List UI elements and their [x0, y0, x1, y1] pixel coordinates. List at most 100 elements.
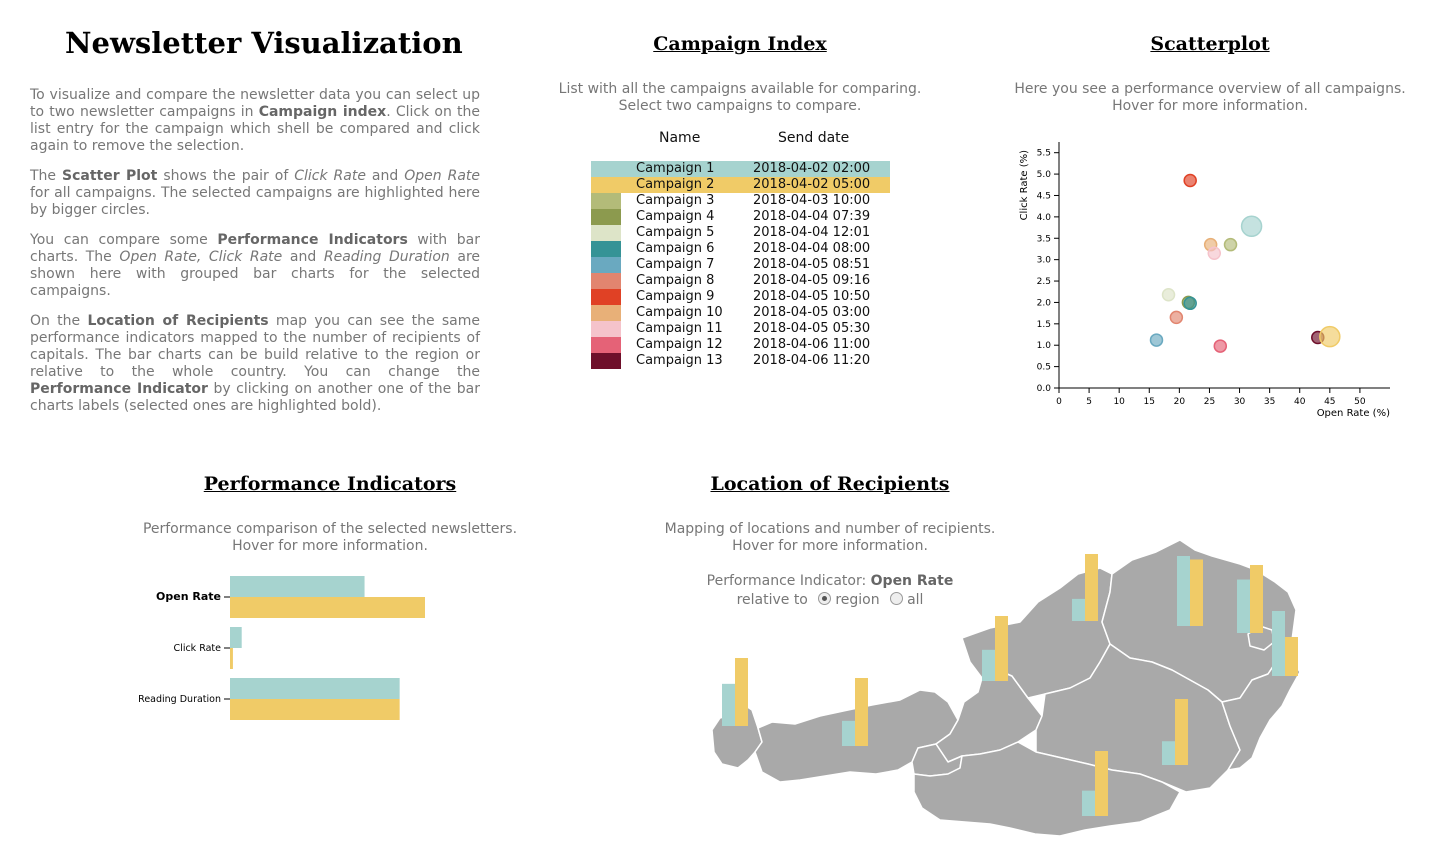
radio-region[interactable]: [818, 592, 832, 605]
x-tick-label: 40: [1294, 397, 1306, 407]
perf-category-label[interactable]: Open Rate: [156, 590, 221, 603]
campaign-color-swatch: [591, 257, 621, 273]
radio-all[interactable]: [890, 592, 904, 605]
campaign-list-item[interactable]: Campaign 2 2018-04-02 05:00: [591, 177, 891, 193]
campaign-list-item[interactable]: Campaign 5 2018-04-04 12:01: [591, 225, 891, 241]
campaign-index-title: Campaign Index: [653, 33, 827, 55]
x-tick-label: 25: [1204, 397, 1215, 407]
relative-to-line: relative to region all: [630, 591, 1030, 610]
scatter-point[interactable]: [1223, 237, 1238, 252]
campaign-list-item[interactable]: Campaign 13 2018-04-06 11:20: [591, 353, 891, 369]
map-bar[interactable]: [1177, 556, 1190, 626]
map-bar[interactable]: [1285, 637, 1298, 676]
map-bar[interactable]: [982, 649, 995, 681]
x-tick-label: 0: [1056, 397, 1062, 407]
radio-region-label[interactable]: region: [835, 592, 880, 608]
campaign-list-item[interactable]: Campaign 6 2018-04-04 08:00: [591, 241, 891, 257]
map-bar[interactable]: [855, 678, 868, 746]
map-bar[interactable]: [1082, 790, 1095, 816]
scatter-point[interactable]: [1207, 246, 1222, 260]
campaign-send-date: 2018-04-05 08:51: [753, 257, 871, 272]
campaign-send-date: 2018-04-05 10:50: [753, 289, 871, 304]
map-bar[interactable]: [1085, 554, 1098, 621]
intro-text: To visualize and compare the newsletter …: [30, 87, 480, 428]
perf-category-label[interactable]: Click Rate: [174, 643, 222, 654]
scatter-point[interactable]: [1183, 296, 1197, 311]
x-tick-label: 35: [1264, 397, 1275, 407]
y-tick-label: 5.0: [1037, 170, 1052, 180]
scatter-point[interactable]: [1319, 325, 1341, 348]
campaign-list-item[interactable]: Campaign 8 2018-04-05 09:16: [591, 273, 891, 289]
campaign-name: Campaign 4: [636, 209, 715, 224]
campaign-name: Campaign 1: [636, 161, 715, 176]
campaign-list-item[interactable]: Campaign 12 2018-04-06 11:00: [591, 337, 891, 353]
map-bar[interactable]: [735, 658, 748, 726]
scatterplot-chart: 0 5 10 15 20 25 30 35 40 45 50 0.0 0.5 1.0 1.5 2.0 2.5 3.…: [1019, 142, 1390, 419]
campaign-list-item[interactable]: Campaign 1 2018-04-02 02:00: [591, 161, 891, 177]
y-axis-label: Click Rate (%): [1019, 150, 1030, 221]
radio-all-label[interactable]: all: [907, 592, 924, 608]
perf-bar[interactable]: [230, 597, 425, 618]
x-tick-label: 10: [1113, 397, 1125, 407]
campaign-color-swatch: [591, 225, 621, 241]
campaign-send-date: 2018-04-06 11:00: [753, 337, 871, 352]
campaign-list-item[interactable]: Campaign 4 2018-04-04 07:39: [591, 209, 891, 225]
map-controls: Performance Indicator: Open Rate relativ…: [630, 572, 1030, 610]
y-tick-label: 2.0: [1037, 298, 1052, 308]
campaign-list-item[interactable]: Campaign 10 2018-04-05 03:00: [591, 305, 891, 321]
perf-category-label[interactable]: Reading Duration: [138, 694, 221, 705]
scatter-point[interactable]: [1149, 333, 1164, 347]
scatter-point[interactable]: [1183, 173, 1197, 188]
campaign-index-desc-line-2: Select two campaigns to compare.: [618, 98, 862, 114]
perf-bar[interactable]: [230, 678, 400, 699]
map-bar[interactable]: [1272, 611, 1285, 676]
performance-desc-line-2: Hover for more information.: [232, 538, 428, 554]
campaign-name: Campaign 3: [636, 193, 715, 208]
location-desc-line-1: Mapping of locations and number of recip…: [664, 521, 996, 537]
campaign-list-item[interactable]: Campaign 9 2018-04-05 10:50: [591, 289, 891, 305]
campaign-send-date: 2018-04-02 05:00: [753, 177, 871, 192]
austria-map: [711, 539, 1301, 837]
map-bar[interactable]: [995, 616, 1008, 681]
campaign-name: Campaign 10: [636, 305, 723, 320]
intro-paragraph-4: On the Location of Recipients map you ca…: [30, 313, 480, 414]
map-region-carinthia[interactable]: [913, 741, 1181, 837]
campaign-list-item[interactable]: Campaign 7 2018-04-05 08:51: [591, 257, 891, 273]
intro-paragraph-1: To visualize and compare the newsletter …: [30, 87, 480, 154]
map-bar[interactable]: [1250, 567, 1263, 633]
y-tick-label: 2.5: [1037, 277, 1051, 287]
campaign-color-swatch: [591, 241, 621, 257]
campaign-send-date: 2018-04-03 10:00: [753, 193, 871, 208]
campaign-name: Campaign 13: [636, 353, 723, 368]
perf-bar[interactable]: [230, 699, 400, 720]
location-desc-line-2: Hover for more information.: [732, 538, 928, 554]
map-bar[interactable]: [1190, 559, 1203, 627]
perf-bar[interactable]: [230, 627, 242, 648]
map-bar[interactable]: [1162, 741, 1175, 765]
scatter-point[interactable]: [1169, 310, 1184, 325]
scatter-point[interactable]: [1240, 215, 1263, 238]
campaign-name: Campaign 2: [636, 177, 715, 192]
campaign-send-date: 2018-04-05 03:00: [753, 305, 871, 320]
perf-bar[interactable]: [230, 648, 233, 669]
performance-indicator-line: Performance Indicator: Open Rate: [630, 572, 1030, 591]
location-of-recipients-title: Location of Recipients: [710, 473, 950, 495]
campaign-color-swatch: [591, 337, 621, 353]
map-bar[interactable]: [722, 683, 735, 726]
scatter-point[interactable]: [1213, 339, 1228, 353]
performance-indicator-value: Open Rate: [870, 573, 954, 589]
scatterplot-desc-line-1: Here you see a performance overview of a…: [1014, 81, 1406, 97]
intro-paragraph-2: The Scatter Plot shows the pair of Click…: [30, 168, 480, 218]
campaign-list-item[interactable]: Campaign 11 2018-04-05 05:30: [591, 321, 891, 337]
map-bar[interactable]: [1072, 598, 1085, 621]
map-bar[interactable]: [1095, 751, 1108, 816]
map-bar[interactable]: [842, 720, 855, 746]
campaign-color-swatch: [591, 273, 621, 289]
performance-bar-chart: Open Rate Click Rate Reading Duration: [138, 570, 425, 725]
campaign-list-item[interactable]: Campaign 3 2018-04-03 10:00: [591, 193, 891, 209]
y-tick-label: 0.0: [1037, 384, 1052, 394]
perf-bar[interactable]: [230, 576, 365, 597]
scatter-point[interactable]: [1161, 287, 1176, 302]
map-bar[interactable]: [1237, 597, 1250, 633]
map-bar[interactable]: [1175, 699, 1188, 765]
